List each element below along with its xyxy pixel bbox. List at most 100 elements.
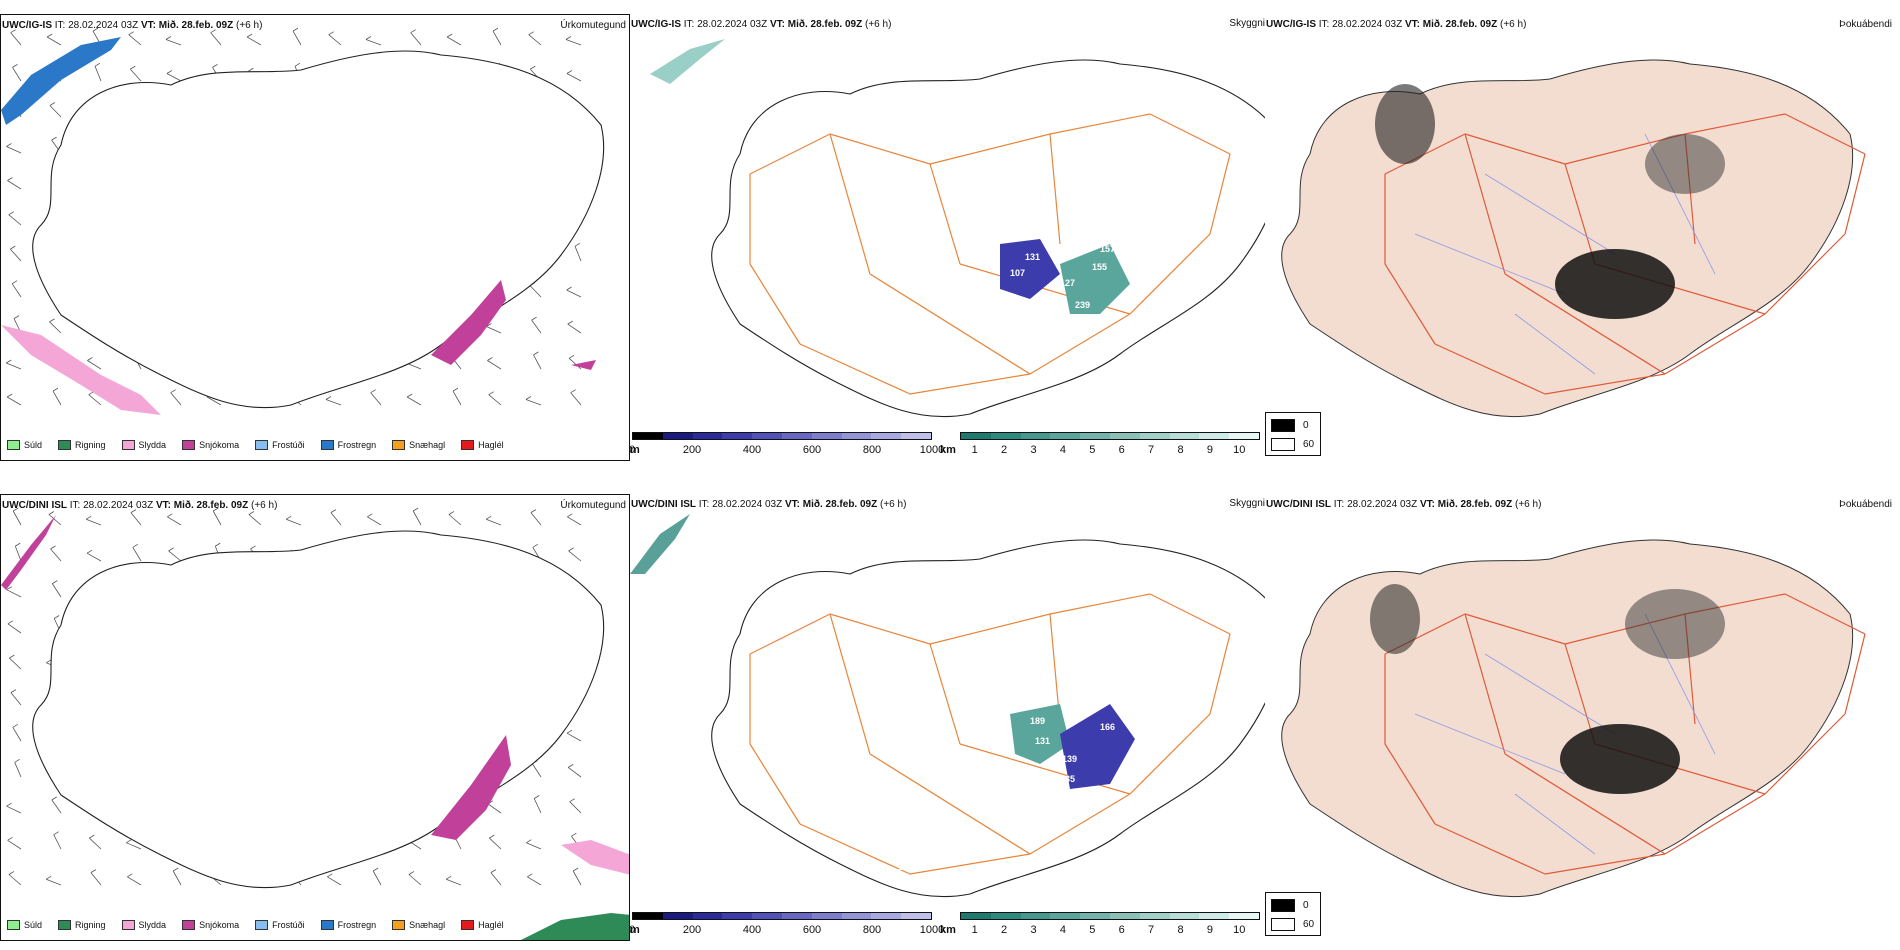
visibility-value-label: 107 bbox=[1010, 268, 1025, 278]
legend-label: Slydda bbox=[138, 440, 167, 450]
wind-barb-flag bbox=[330, 509, 337, 513]
visibility-value-label: 166 bbox=[1100, 722, 1115, 732]
legend-label: Rigning bbox=[75, 440, 106, 450]
wind-barb-flag bbox=[172, 867, 179, 872]
legend-item: Rigning bbox=[58, 920, 106, 930]
wind-barb-flag bbox=[53, 615, 60, 619]
wind-barb-flag bbox=[565, 36, 572, 40]
river-line bbox=[1484, 173, 1616, 255]
wind-barb bbox=[574, 246, 582, 262]
road-line bbox=[1784, 113, 1866, 155]
wind-barb-flag bbox=[372, 867, 379, 872]
wind-barb-flag bbox=[50, 545, 56, 550]
river-line bbox=[1514, 793, 1596, 855]
legend-swatch bbox=[392, 920, 406, 930]
wind-barb-flag bbox=[46, 659, 52, 664]
legend-label: Súld bbox=[24, 920, 43, 930]
wind-barb-flag bbox=[412, 507, 419, 512]
wind-barb bbox=[14, 545, 22, 562]
wind-barb bbox=[533, 354, 542, 370]
legend-item: Haglél bbox=[461, 440, 504, 450]
legend-item: Slydda bbox=[121, 440, 167, 450]
scale-tick: 2 bbox=[1001, 444, 1008, 456]
wind-barb-flag bbox=[11, 280, 18, 285]
legend-item: Slydda bbox=[121, 920, 166, 930]
wind-barb-flag bbox=[572, 867, 579, 872]
scale-cell bbox=[633, 913, 663, 919]
wind-barb-flag bbox=[167, 513, 173, 518]
wind-barb-flag bbox=[6, 802, 12, 807]
legend-label: Frostregn bbox=[337, 440, 377, 450]
precip-legend: Súld Rigning Slydda Snjókoma Frostúði Frostre… bbox=[7, 920, 514, 930]
wind-barb-flag bbox=[370, 389, 376, 394]
legend-swatch bbox=[320, 920, 334, 930]
legend-item: Frostregn bbox=[320, 440, 377, 450]
road-line bbox=[1049, 113, 1151, 135]
legend-item: Súld bbox=[7, 920, 42, 930]
fog-key-black-label: 0 bbox=[1303, 900, 1309, 911]
scale-bar bbox=[632, 432, 932, 440]
wind-barb-flag bbox=[294, 62, 301, 67]
road-line bbox=[909, 853, 1031, 875]
wind-barb-flag bbox=[452, 387, 459, 392]
road-line bbox=[829, 133, 931, 165]
fog-key-black-swatch bbox=[1271, 899, 1295, 912]
wind-barb bbox=[446, 36, 462, 46]
scale-cell bbox=[901, 913, 931, 919]
legend-label: Súld bbox=[24, 440, 43, 450]
fog-key: 0 60 bbox=[1265, 412, 1321, 456]
fog-panel-row2: UWC/DINI ISL IT: 28.02.2024 03Z VT: Mið.… bbox=[1265, 494, 1900, 941]
wind-barb bbox=[86, 552, 102, 562]
wind-barb bbox=[488, 394, 502, 406]
wind-barb bbox=[246, 36, 262, 46]
wind-barb-flag bbox=[569, 798, 575, 803]
wind-barb-flag bbox=[12, 507, 19, 512]
wind-barb-flag bbox=[285, 515, 292, 520]
road-line bbox=[929, 133, 1051, 165]
wind-barb-flag bbox=[292, 27, 299, 32]
scale-tick: 8 bbox=[1177, 924, 1184, 936]
scale-cell bbox=[1169, 913, 1200, 919]
wind-barb bbox=[567, 767, 582, 778]
wind-barb bbox=[167, 516, 182, 526]
wind-barb-flag bbox=[52, 580, 58, 584]
scale-cell bbox=[871, 433, 902, 439]
wind-barb-flag bbox=[365, 36, 372, 40]
wind-barb-flag bbox=[492, 27, 499, 32]
wind-barb bbox=[127, 876, 142, 886]
wind-barb-flag bbox=[246, 33, 253, 38]
river-line bbox=[1414, 233, 1566, 295]
scale-cell bbox=[722, 433, 753, 439]
road-line bbox=[1544, 853, 1666, 875]
wind-barb bbox=[166, 73, 182, 82]
wind-barb bbox=[94, 66, 102, 82]
wind-barb bbox=[486, 326, 502, 334]
scale-cell bbox=[1169, 433, 1200, 439]
road-line bbox=[1504, 753, 1666, 855]
wind-barb-flag bbox=[13, 315, 20, 319]
wind-barb-flag bbox=[170, 389, 176, 394]
wind-barb-flag bbox=[51, 796, 58, 801]
precip-map bbox=[1, 507, 629, 940]
panel-title: Þokuábendi bbox=[1839, 499, 1892, 510]
legend-item: Rigning bbox=[58, 440, 106, 450]
wind-barb bbox=[330, 512, 342, 526]
wind-barb-flag bbox=[94, 62, 101, 67]
wind-barb bbox=[11, 283, 22, 298]
visibility-value-label: 157 bbox=[1100, 244, 1115, 254]
legend-label: Frostregn bbox=[337, 920, 377, 930]
wind-barb-flag bbox=[49, 318, 55, 323]
wind-barb-flag bbox=[7, 620, 14, 625]
road-line bbox=[799, 823, 911, 875]
scale-cell bbox=[990, 433, 1021, 439]
scale-cell bbox=[990, 913, 1021, 919]
wind-barb bbox=[452, 390, 462, 406]
fog-key-white-swatch bbox=[1271, 918, 1295, 931]
wind-barb-flag bbox=[10, 245, 16, 250]
precip-panel-row2: UWC/DINI ISL IT: 28.02.2024 03Z VT: Mið.… bbox=[0, 494, 630, 941]
scale-cell bbox=[781, 913, 812, 919]
wind-barb-flag bbox=[327, 873, 333, 878]
fog-key-black-label: 0 bbox=[1303, 420, 1309, 431]
panel-title: Skyggni bbox=[1229, 498, 1265, 509]
scale-tick: 200 bbox=[682, 924, 702, 936]
